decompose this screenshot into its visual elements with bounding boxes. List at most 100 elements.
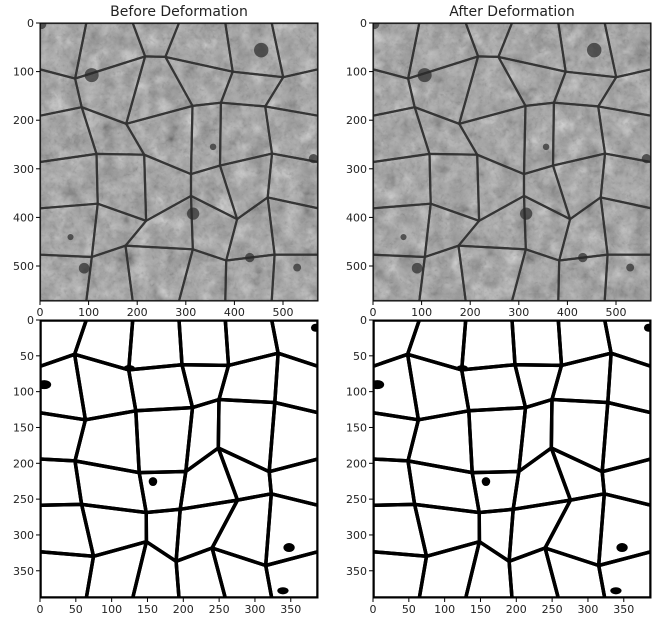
- cell-boundary: [267, 457, 318, 508]
- x-tick-label: 100: [101, 603, 122, 616]
- x-tick-label: 0: [370, 603, 377, 616]
- x-tick-label: 400: [224, 306, 245, 319]
- dark-region: [456, 365, 468, 372]
- y-tick-label: 500: [13, 260, 34, 273]
- dark-region: [643, 323, 651, 332]
- cell-boundary: [273, 351, 318, 415]
- x-tick-label: 0: [37, 603, 44, 616]
- micrograph-image: [40, 23, 318, 301]
- dark-region: [481, 477, 491, 486]
- after-deformation-mask-panel: 0 50 100 150 200 250 300 350 0 50 100 150 200 250 300 3…: [346, 314, 652, 616]
- membrane-outline: [266, 152, 318, 210]
- dark-region: [123, 365, 135, 372]
- micrograph-image: [373, 23, 651, 301]
- x-tick-label: 250: [542, 603, 563, 616]
- segmentation-mask: [40, 320, 318, 598]
- y-tick-label: 150: [346, 421, 367, 434]
- dark-region: [40, 380, 52, 390]
- cell-boundary: [602, 320, 651, 369]
- membrane-outline: [224, 253, 276, 301]
- dark-region: [310, 323, 318, 332]
- cell-boundary: [174, 546, 228, 598]
- cell-boundary: [263, 492, 318, 568]
- membrane-outline: [264, 105, 318, 164]
- cell-boundary: [417, 539, 482, 598]
- organelle-blob: [400, 233, 407, 241]
- organelle-blob: [626, 263, 635, 272]
- membrane-outline: [264, 68, 318, 117]
- y-tick-label: 0: [360, 314, 367, 327]
- x-tick-label: 150: [137, 603, 158, 616]
- membrane-outline: [270, 253, 318, 301]
- x-tick-label: 300: [244, 603, 265, 616]
- membrane-outline: [597, 68, 651, 117]
- x-tick-label: 200: [173, 603, 194, 616]
- y-tick-label: 50: [20, 350, 34, 363]
- cell-boundary: [40, 549, 96, 598]
- axes-frame: [39, 22, 319, 302]
- x-tick-label: 200: [127, 306, 148, 319]
- membrane-outline: [373, 253, 426, 301]
- y-tick-label: 250: [13, 493, 34, 506]
- y-tick-label: 100: [346, 66, 367, 79]
- cell-boundary: [543, 546, 607, 598]
- cell-boundary: [130, 539, 181, 598]
- y-tick-label: 100: [13, 386, 34, 399]
- cell-boundary: [507, 546, 561, 598]
- membrane-outline: [510, 248, 561, 301]
- before-deformation-mask-panel: 0 50 100 150 200 250 300 350 0 50 100 150 200 250 300 3…: [13, 314, 319, 616]
- organelle-blob: [84, 68, 99, 83]
- organelle-blob: [78, 262, 90, 274]
- cell-boundary: [373, 549, 429, 598]
- dark-region: [610, 587, 622, 595]
- x-tick-label: 400: [557, 306, 578, 319]
- membrane-outline: [603, 253, 651, 301]
- y-tick-label: 100: [346, 386, 367, 399]
- membrane-outline: [557, 253, 609, 301]
- x-tick-label: 100: [434, 603, 455, 616]
- y-tick-label: 300: [13, 529, 34, 542]
- y-tick-label: 200: [346, 457, 367, 470]
- y-tick-label: 300: [13, 163, 34, 176]
- membrane-outline: [599, 152, 651, 210]
- panel-title: Before Deformation: [110, 4, 248, 20]
- y-tick-label: 100: [13, 66, 34, 79]
- dark-region: [616, 543, 628, 553]
- y-tick-label: 350: [13, 565, 34, 578]
- cell-boundary: [269, 320, 318, 369]
- y-tick-label: 150: [13, 421, 34, 434]
- y-tick-label: 0: [360, 17, 367, 30]
- membrane-outline: [124, 244, 194, 301]
- y-tick-label: 400: [13, 211, 34, 224]
- membrane-outline: [40, 253, 93, 301]
- y-tick-label: 200: [346, 114, 367, 127]
- organelle-blob: [253, 42, 269, 58]
- organelle-blob: [586, 42, 602, 58]
- x-tick-label: 100: [411, 306, 432, 319]
- cell-boundary: [84, 539, 149, 598]
- x-tick-label: 300: [175, 306, 196, 319]
- x-tick-label: 50: [69, 603, 83, 616]
- organelle-blob: [245, 252, 255, 263]
- x-tick-label: 0: [37, 306, 44, 319]
- cell-boundary: [600, 457, 651, 508]
- axes-frame: [39, 319, 319, 599]
- x-tick-label: 300: [508, 306, 529, 319]
- organelle-blob: [641, 154, 651, 164]
- dark-region: [277, 587, 289, 595]
- cell-boundary: [210, 546, 274, 598]
- x-tick-label: 100: [78, 306, 99, 319]
- x-tick-label: 200: [506, 603, 527, 616]
- axes-frame: [372, 319, 652, 599]
- organelle-blob: [578, 252, 588, 263]
- y-tick-label: 50: [353, 350, 367, 363]
- panel-title: After Deformation: [449, 4, 575, 20]
- y-tick-label: 500: [346, 260, 367, 273]
- dark-region: [283, 543, 295, 553]
- y-tick-label: 300: [346, 529, 367, 542]
- x-tick-label: 150: [470, 603, 491, 616]
- organelle-blob: [542, 143, 550, 151]
- membrane-outline: [597, 105, 651, 164]
- organelle-blob: [186, 207, 200, 220]
- after-deformation-image-panel: 0 100 200 300 400 500 0 100 200 300 400 500 After De…: [346, 4, 652, 319]
